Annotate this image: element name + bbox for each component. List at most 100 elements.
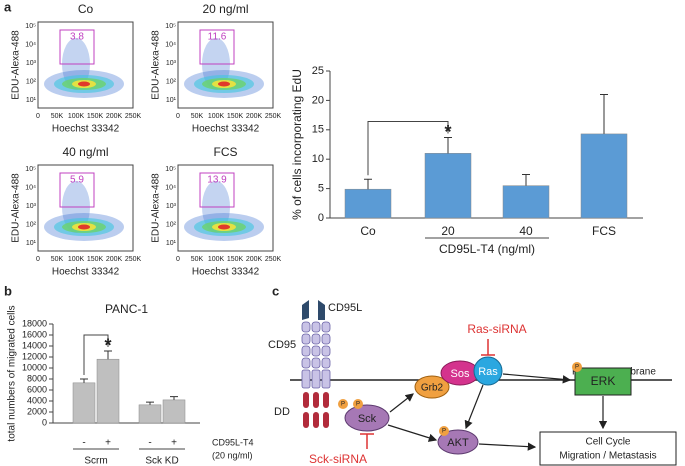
phospho-label: P xyxy=(442,429,446,435)
x-tick-label: 200K xyxy=(246,256,263,263)
x-tick-label: 100K xyxy=(68,256,85,263)
bar xyxy=(424,153,472,219)
y-tick-label: 10¹ xyxy=(26,240,37,247)
y-tick-label: 0 xyxy=(318,212,324,224)
death-domain xyxy=(303,392,329,428)
y-tick-label: 6000 xyxy=(27,384,47,394)
y-tick-label: 15 xyxy=(312,124,324,136)
y-tick-label: 0 xyxy=(42,417,47,427)
y-tick-label: 10² xyxy=(26,78,37,85)
error-bar xyxy=(170,396,178,400)
error-bar xyxy=(522,173,530,186)
error-bar xyxy=(146,401,154,405)
arrow xyxy=(478,442,537,451)
phospho xyxy=(353,399,363,409)
inhibition xyxy=(360,433,374,449)
y-tick-label: 10³ xyxy=(166,60,177,67)
plot-title: 40 ng/ml xyxy=(62,145,108,159)
erk-node xyxy=(574,367,632,396)
inhibition xyxy=(481,339,495,356)
erk-label: ERK xyxy=(591,374,616,388)
y-axis-label: EDU-Alexa-488 xyxy=(151,173,162,243)
y-axis-label: EDU-Alexa-488 xyxy=(151,30,162,100)
bar xyxy=(138,404,162,424)
y-tick-label: 10¹ xyxy=(166,97,177,104)
significance-mark: * xyxy=(104,336,111,356)
x-axis-label: Hoechst 33342 xyxy=(192,124,260,135)
y-tick-label: 20 xyxy=(312,94,324,106)
chart-title: PANC-1 xyxy=(105,302,148,316)
sck-sirna-label: Sck-siRNA xyxy=(309,452,367,466)
legend-label: CD95L-T4 xyxy=(212,437,254,447)
x-tick-label: 100K xyxy=(208,113,225,120)
arrow xyxy=(389,393,414,413)
y-tick-label: 10⁵ xyxy=(165,23,176,30)
x-tick-label: 200K xyxy=(246,113,263,120)
sck-label: Sck xyxy=(358,413,377,425)
phospho xyxy=(439,426,449,436)
x-tick-label: 100K xyxy=(208,256,225,263)
x-tick-label: 0 xyxy=(176,256,180,263)
x-tick-label: 0 xyxy=(36,256,40,263)
phospho-label: P xyxy=(356,402,360,408)
grb2-node xyxy=(414,375,450,399)
significance-bracket xyxy=(83,334,109,375)
x-axis-label: Hoechst 33342 xyxy=(52,267,120,278)
x-tick-label: 150K xyxy=(227,256,244,263)
receptor-label: CD95 xyxy=(268,339,296,351)
panel-label: a xyxy=(4,0,12,14)
x-tick-label: - xyxy=(82,438,85,449)
y-axis-label: total numbers of migrated cells xyxy=(7,305,18,441)
x-tick-label: 50K xyxy=(51,113,64,120)
gate-value: 5.9 xyxy=(70,175,84,186)
y-tick-label: 4000 xyxy=(27,395,47,405)
error-bar xyxy=(104,350,112,360)
x-tick-label: 20 xyxy=(441,224,455,238)
error-bar xyxy=(444,136,452,154)
ligand-icon xyxy=(302,300,325,320)
y-tick-label: 10⁴ xyxy=(25,41,36,48)
bar xyxy=(580,133,628,219)
x-tick-label: 150K xyxy=(87,256,104,263)
bar xyxy=(344,188,392,219)
outcome-label: Cell Cycle xyxy=(585,437,630,448)
bar xyxy=(162,399,186,424)
outcome-label: Migration / Metastasis xyxy=(559,451,656,462)
y-tick-label: 10¹ xyxy=(166,240,177,247)
x-tick-label: 200K xyxy=(106,113,123,120)
gate xyxy=(199,172,235,208)
x-tick-label: - xyxy=(148,438,151,449)
arrow xyxy=(464,384,484,430)
phospho-label: P xyxy=(341,402,345,408)
significance-mark: * xyxy=(444,122,451,142)
group-label: Sck KD xyxy=(145,456,178,466)
phospho xyxy=(338,399,348,409)
panel-label: c xyxy=(272,283,279,298)
y-tick-label: 25 xyxy=(312,65,324,77)
density-cloud xyxy=(218,81,230,87)
y-axis-label: EDU-Alexa-488 xyxy=(11,30,22,100)
error-bar xyxy=(600,94,608,134)
x-tick-label: 0 xyxy=(176,113,180,120)
dd-label: DD xyxy=(274,406,290,418)
x-tick-label: 0 xyxy=(36,113,40,120)
y-tick-label: 10³ xyxy=(26,203,37,210)
y-tick-label: 10⁵ xyxy=(25,23,36,30)
x-tick-label: 100K xyxy=(68,113,85,120)
phospho xyxy=(572,362,582,372)
gate xyxy=(59,172,95,208)
group-label: CD95L-T4 (ng/ml) xyxy=(439,242,535,256)
group-label: Scrm xyxy=(84,456,107,466)
y-tick-label: 18000 xyxy=(22,318,47,328)
x-tick-label: 50K xyxy=(191,113,204,120)
x-tick-label: FCS xyxy=(592,224,616,238)
plot-title: Co xyxy=(78,2,94,16)
pathway-diagram: Plasma membrane CD95L CD95 DD Sck P P Gr… xyxy=(268,300,677,466)
akt-node xyxy=(437,429,479,455)
arrow xyxy=(387,424,438,442)
y-tick-label: 10000 xyxy=(22,362,47,372)
x-tick-label: 40 xyxy=(519,224,533,238)
error-bar xyxy=(80,378,88,383)
plot-frame xyxy=(177,164,274,252)
